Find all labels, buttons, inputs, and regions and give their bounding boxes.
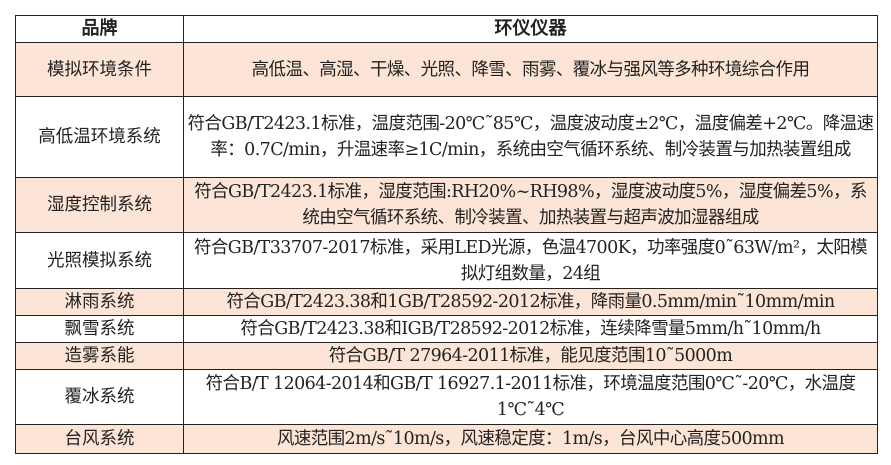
table-row: 台风系统 风速范围2m/s˜10m/s，风速稳定度：1m/s，台风中心高度500… (15, 424, 878, 454)
row-name: 湿度控制系统 (15, 177, 184, 233)
table-row: 飘雪系统 符合GB/T2423.38和IGB/T28592-2012标准，连续降… (15, 315, 878, 343)
table-row: 覆冰系统 符合B/T 12064-2014和GB/T 16927.1-2011标… (15, 369, 878, 425)
row-name: 覆冰系统 (15, 369, 184, 425)
table-row: 高低温环境系统 符合GB/T2423.1标准，温度范围-20℃˜85℃，温度波动… (15, 96, 878, 178)
spec-table: 品牌 环仪仪器 模拟环境条件 高低温、高湿、干燥、光照、降雪、雨雾、覆冰与强风等… (15, 15, 878, 454)
row-desc: 符合GB/T2423.1标准，温度范围-20℃˜85℃，温度波动度±2℃，温度偏… (183, 96, 878, 178)
row-name: 淋雨系统 (15, 288, 184, 316)
header-row: 品牌 环仪仪器 (15, 15, 878, 43)
row-desc: 高低温、高湿、干燥、光照、降雪、雨雾、覆冰与强风等多种环境综合作用 (183, 42, 878, 97)
row-name: 台风系统 (15, 424, 184, 454)
table-row: 模拟环境条件 高低温、高湿、干燥、光照、降雪、雨雾、覆冰与强风等多种环境综合作用 (15, 42, 878, 97)
row-name: 高低温环境系统 (15, 96, 184, 178)
table-row: 湿度控制系统 符合GB/T2423.1标准，湿度范围:RH20%~RH98%，湿… (15, 177, 878, 233)
table-row: 光照模拟系统 符合GB/T33707-2017标准，采用LED光源，色温4700… (15, 232, 878, 289)
header-brand: 品牌 (15, 15, 184, 43)
row-name: 模拟环境条件 (15, 42, 184, 97)
row-name: 飘雪系统 (15, 315, 184, 343)
row-name: 光照模拟系统 (15, 232, 184, 289)
row-name: 造雾系能 (15, 342, 184, 370)
row-desc: 风速范围2m/s˜10m/s，风速稳定度：1m/s，台风中心高度500mm (183, 424, 878, 454)
row-desc: 符合GB/T 27964-2011标准，能见度范围10˜5000m (183, 342, 878, 370)
table-row: 淋雨系统 符合GB/T2423.38和1GB/T28592-2012标准，降雨量… (15, 288, 878, 316)
row-desc: 符合GB/T2423.1标准，湿度范围:RH20%~RH98%，湿度波动度5%，… (183, 177, 878, 233)
header-instrument: 环仪仪器 (183, 15, 878, 43)
table-row: 造雾系能 符合GB/T 27964-2011标准，能见度范围10˜5000m (15, 342, 878, 370)
row-desc: 符合GB/T2423.38和1GB/T28592-2012标准，降雨量0.5mm… (183, 288, 878, 316)
row-desc: 符合B/T 12064-2014和GB/T 16927.1-2011标准，环境温… (183, 369, 878, 425)
row-desc: 符合GB/T2423.38和IGB/T28592-2012标准，连续降雪量5mm… (183, 315, 878, 343)
row-desc: 符合GB/T33707-2017标准，采用LED光源，色温4700K，功率强度0… (183, 232, 878, 289)
